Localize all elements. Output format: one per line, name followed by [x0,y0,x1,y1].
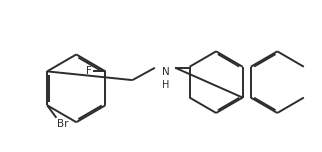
Text: H: H [162,80,169,90]
Text: F: F [86,66,92,76]
Text: Br: Br [57,119,69,129]
Text: N: N [162,67,170,77]
